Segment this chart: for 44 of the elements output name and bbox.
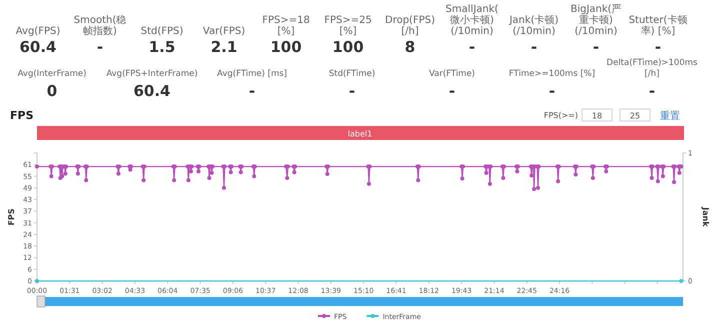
text: Std(FTime) [328,69,376,80]
text: Var(FTime) [428,69,476,80]
text: Smooth(稳帧指数) [72,15,128,37]
text: Avg(FPS) [16,26,60,37]
text: SmallJank(微小卡顿)(/10min) [444,4,500,37]
text: 0 [46,82,58,100]
text: - [348,82,356,100]
text: - [96,38,104,56]
text: - [654,38,662,56]
text: 2.1 [210,38,238,56]
y2-axis-title: Jank [701,206,710,228]
text: Jank(卡顿)(/10min) [508,15,560,37]
text: - [648,82,656,100]
text: 18 [592,112,602,120]
text: Drop(FPS) [/h] [384,15,436,37]
text: - [448,82,456,100]
text: - [248,82,256,100]
text: 重置 [660,110,680,122]
text: FPS(>=) [544,111,578,120]
text: 25 [630,112,640,120]
text: - [530,38,538,56]
text: 1.5 [148,38,176,56]
text: FTime>=100ms [%] [508,69,596,80]
text: 8 [404,38,416,56]
text: Avg(FTime) [ms] [217,69,287,80]
text: 60.4 [18,38,58,56]
text: Std(FPS) [140,26,184,37]
text: Delta(FTime)>100ms [/h] [606,58,698,80]
y-axis-title: FPS [7,208,16,226]
chart-title: FPS [10,109,34,122]
text: FPS>=25 [%] [323,15,373,37]
text: - [548,82,556,100]
text: - [592,38,600,56]
text: Var(FPS) [202,26,246,37]
text: 60.4 [132,82,172,100]
text: Avg(InterFrame) [18,69,86,80]
text: Stutter(卡顿率) [%] [628,15,688,37]
text: 100 [269,38,303,56]
text: BigJank(严重卡顿)(/10min) [569,4,623,37]
text: label1 [348,130,372,138]
text: FPS>=18 [%] [261,15,311,37]
text: 100 [331,38,365,56]
text: - [468,38,476,56]
text: Avg(FPS+InterFrame) [106,69,198,80]
